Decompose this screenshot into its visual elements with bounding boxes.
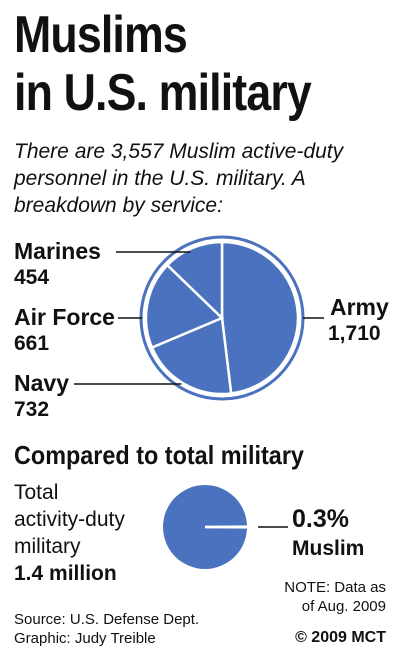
marines-label: Marines	[14, 238, 101, 264]
source-line-2: Graphic: Judy Treible	[14, 630, 156, 647]
copyright: © 2009 MCT	[295, 629, 386, 646]
page-title: Muslims in U.S. military	[14, 6, 341, 122]
navy-label: Navy	[14, 370, 69, 396]
pie-slice-army	[220, 240, 300, 395]
muslim-percent-label: Muslim	[292, 537, 365, 560]
navy-value: 732	[14, 398, 50, 421]
pie-slice-marines	[165, 240, 224, 321]
note: NOTE: Data as of Aug. 2009	[284, 578, 386, 616]
air-force-value: 661	[14, 332, 50, 355]
title-line-2: in U.S. military	[14, 64, 312, 122]
source: Source: U.S. Defense Dept. Graphic: Judy…	[14, 610, 199, 648]
title-line-1: Muslims	[14, 6, 188, 64]
muslim-percent: 0.3%	[292, 505, 349, 533]
pie-slice-navy	[150, 316, 233, 396]
air-force-label: Air Force	[14, 304, 115, 330]
compare-heading: Compared to total military	[14, 440, 304, 470]
total-line-3: military	[14, 535, 81, 558]
total-line-1: Total	[14, 481, 59, 504]
marines-value: 454	[14, 266, 50, 289]
subtitle: There are 3,557 Muslim active-duty perso…	[14, 140, 344, 217]
note-line-2: of Aug. 2009	[301, 598, 386, 615]
source-line-1: Source: U.S. Defense Dept.	[14, 611, 200, 628]
army-value: 1,710	[328, 322, 381, 345]
army-label: Army	[330, 294, 389, 320]
note-line-1: NOTE: Data as	[284, 579, 386, 596]
total-value: 1.4 million	[14, 562, 117, 585]
total-line-2: activity-duty	[14, 508, 125, 531]
pie-slice-air-force	[144, 263, 225, 350]
